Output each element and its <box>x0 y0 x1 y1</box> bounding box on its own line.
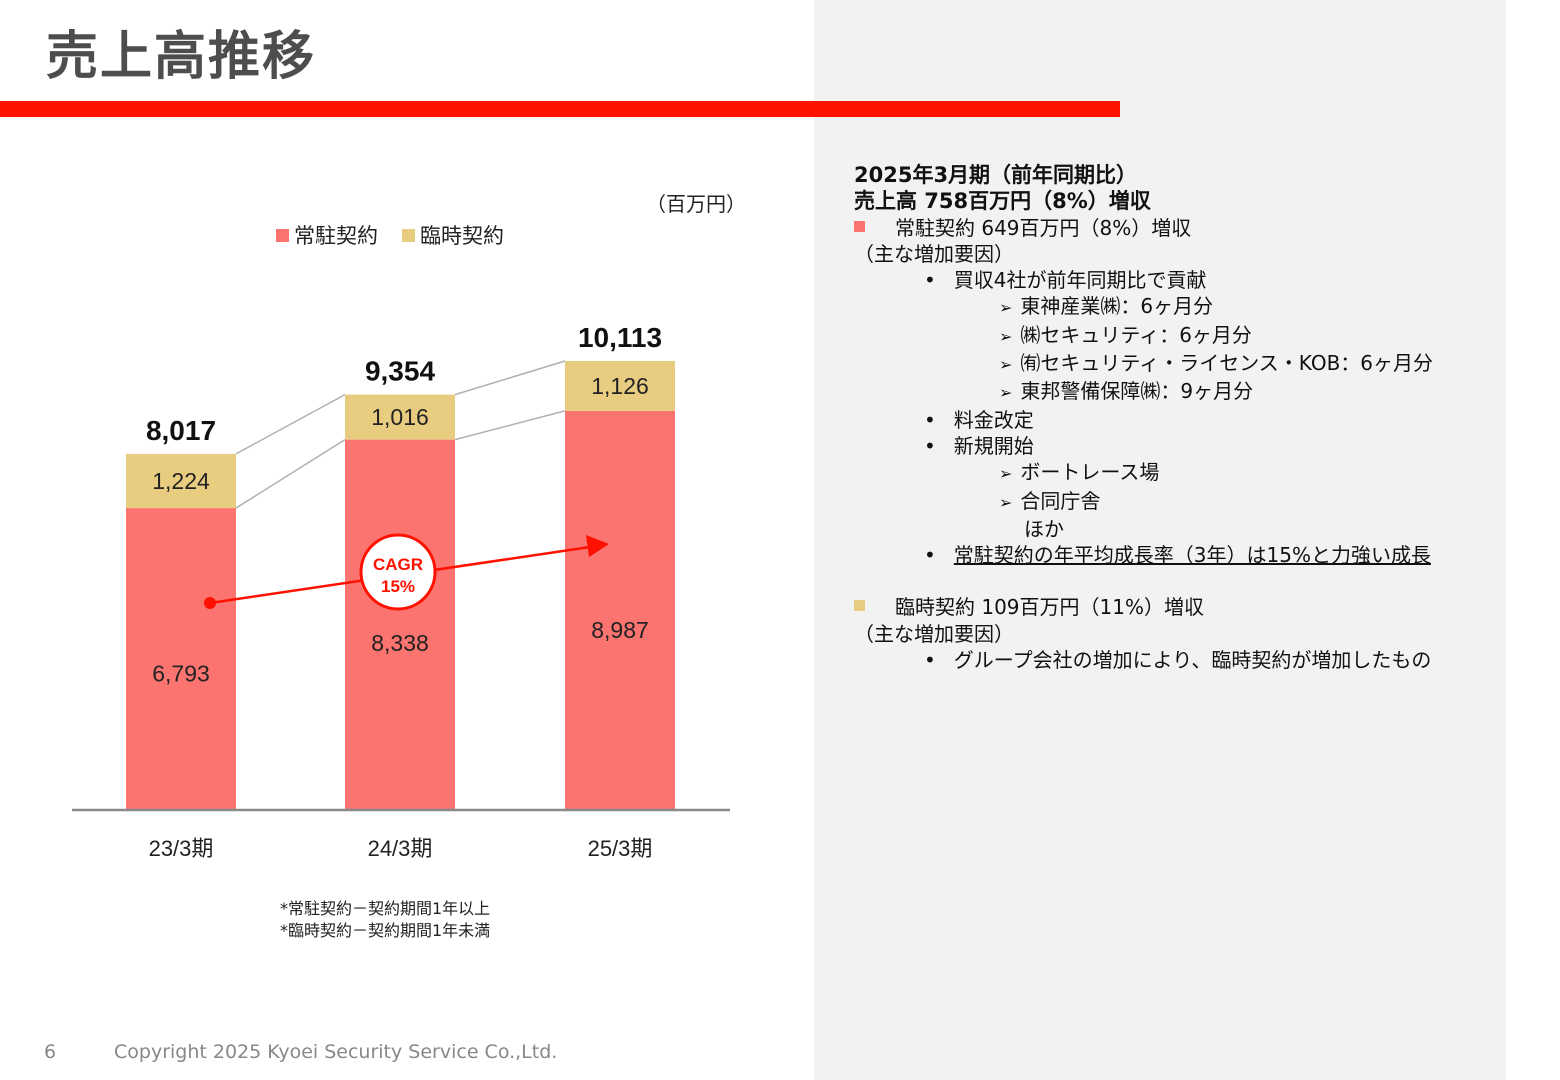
bar-total-label: 9,354 <box>365 356 435 387</box>
bar-temporary <box>345 394 455 440</box>
cagr-badge-value: 15% <box>381 577 415 596</box>
legend-label-regular: 常駐契約 <box>294 224 378 248</box>
bar-label-regular: 8,338 <box>371 630 429 656</box>
legend-item-temporary: 臨時契約 <box>402 220 504 250</box>
regular-reason-new-contracts: 新規開始 <box>854 433 1433 459</box>
regular-contract-title: 常駐契約 649百万円（8%）増収 <box>895 215 1192 240</box>
footnote-temporary: *臨時契約－契約期間1年未満 <box>280 921 491 940</box>
chart-legend: 常駐契約 臨時契約 <box>276 220 528 250</box>
cagr-badge-label: CAGR <box>373 555 423 574</box>
new-contract-more: ほか <box>1024 516 1064 541</box>
new-contract-item: ボートレース場 <box>854 459 1433 487</box>
x-tick-label: 24/3期 <box>368 836 433 861</box>
regular-reason-acquisitions: 買収4社が前年同期比で貢献 <box>854 267 1433 293</box>
temporary-reasons-label: （主な増加要因） <box>854 621 1014 646</box>
bar-regular <box>565 410 675 809</box>
bar-label-temporary: 1,016 <box>371 404 429 430</box>
new-contract-item: 合同庁舎 <box>854 488 1433 516</box>
connector-line-total <box>235 393 346 455</box>
regular-reasons-label: （主な増加要因） <box>854 241 1014 266</box>
regular-square-icon <box>854 220 865 232</box>
x-tick-label: 23/3期 <box>149 836 214 861</box>
summary-text: 2025年3月期（前年同期比） 売上高 758百万円（8%）増収 常駐契約 64… <box>854 162 1433 673</box>
bar-regular <box>126 508 236 809</box>
sales-bar-chart: 6,793 1,224 8,017 23/3期 8,338 1,016 9,354 24/3期… <box>72 322 730 861</box>
spacer <box>854 568 1433 594</box>
summary-heading-sales: 売上高 758百万円（8%）増収 <box>854 189 1151 214</box>
cagr-arrow-head <box>586 535 609 557</box>
temporary-reason-group: グループ会社の増加により、臨時契約が増加したもの <box>854 647 1433 673</box>
bar-temporary <box>565 360 675 411</box>
summary-heading-period: 2025年3月期（前年同期比） <box>854 163 1138 187</box>
bar-label-temporary: 1,126 <box>591 373 649 399</box>
bar-label-regular: 8,987 <box>591 617 649 643</box>
temporary-contract-title: 臨時契約 109百万円（11%）増収 <box>895 595 1204 620</box>
regular-reason-cagr: 常駐契約の年平均成長率（3年）は15%と力強い成長 <box>854 542 1433 568</box>
page-title: 売上高推移 <box>46 27 317 87</box>
acquisition-item: ㈲セキュリティ・ライセンス・KOB：6ヶ月分 <box>854 350 1433 378</box>
bar-temporary <box>126 453 236 509</box>
regular-cagr-text: 常駐契約の年平均成長率（3年）は15%と力強い成長 <box>953 543 1431 568</box>
temporary-contract-title-row: 臨時契約 109百万円（11%）増収 <box>854 594 1433 620</box>
bar-total-label: 10,113 <box>578 322 662 353</box>
temporary-square-icon <box>854 600 865 612</box>
connector-line-regular <box>235 438 346 509</box>
acquisition-item: 東邦警備保障㈱：9ヶ月分 <box>854 378 1433 406</box>
acquisition-item: ㈱セキュリティ：6ヶ月分 <box>854 322 1433 350</box>
acquisition-item: 東神産業㈱：6ヶ月分 <box>854 293 1433 321</box>
title-underline-bar <box>0 101 1120 117</box>
chart-unit-label: （百万円） <box>646 192 746 216</box>
footer: 6 Copyright 2025 Kyoei Security Service C… <box>44 1041 557 1063</box>
cagr-badge-circle <box>359 533 437 611</box>
legend-swatch-regular <box>276 228 289 242</box>
legend-item-regular: 常駐契約 <box>276 220 378 250</box>
regular-contract-title-row: 常駐契約 649百万円（8%）増収 <box>854 215 1433 241</box>
footnote-regular: *常駐契約－契約期間1年以上 <box>280 899 491 918</box>
x-tick-label: 25/3期 <box>588 836 653 861</box>
bar-label-regular: 6,793 <box>152 661 210 687</box>
regular-reason-price-revision: 料金改定 <box>854 407 1433 433</box>
bar-total-label: 8,017 <box>146 415 216 446</box>
chart-footnotes: *常駐契約－契約期間1年以上 *臨時契約－契約期間1年未満 <box>280 898 490 942</box>
connector-line-regular <box>454 410 566 441</box>
page-number: 6 <box>44 1041 57 1063</box>
bar-regular <box>345 439 455 809</box>
connector-line-total <box>454 360 566 396</box>
copyright: Copyright 2025 Kyoei Security Service Co… <box>114 1041 558 1063</box>
cagr-arrow-start-dot <box>204 597 216 609</box>
summary-panel <box>814 0 1506 1080</box>
bar-label-temporary: 1,224 <box>152 468 210 494</box>
legend-label-temporary: 臨時契約 <box>420 224 504 248</box>
legend-swatch-temporary <box>402 228 415 242</box>
